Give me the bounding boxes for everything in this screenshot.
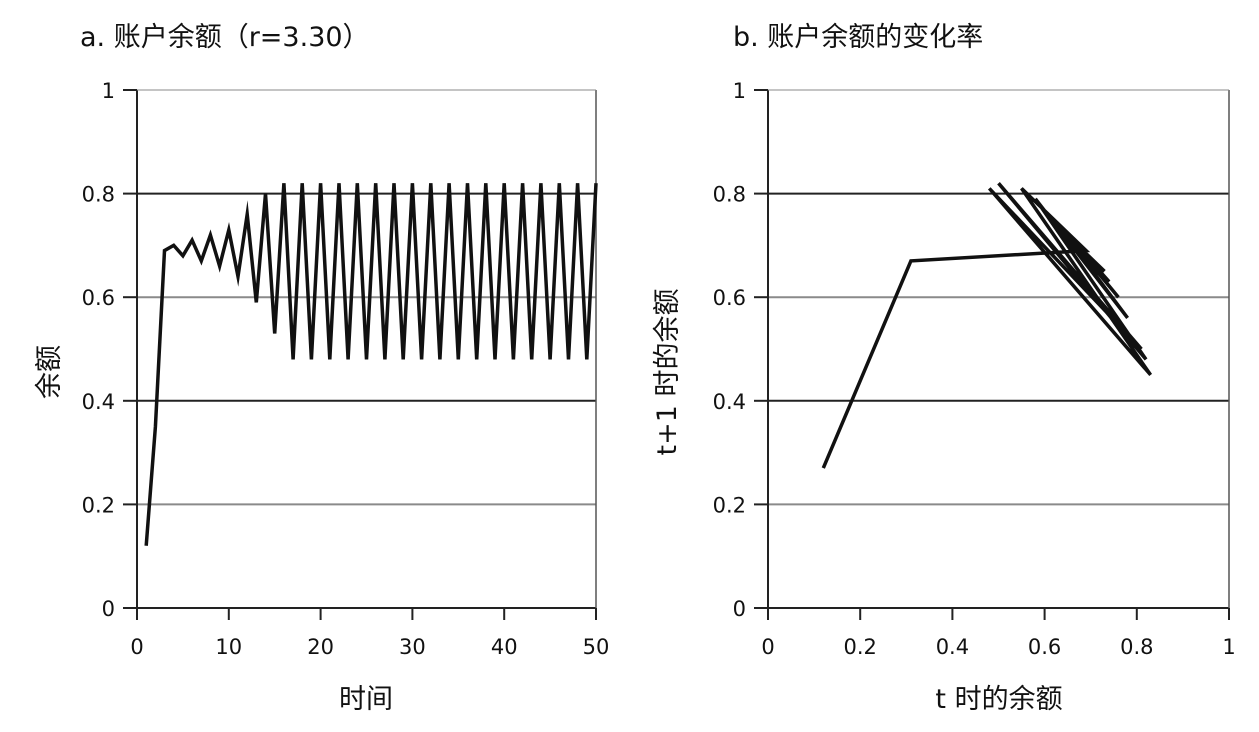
y-tick-label: 0.6	[713, 286, 746, 310]
chart-title: b. 账户余额的变化率	[733, 22, 983, 53]
x-tick-label: 10	[215, 635, 242, 659]
x-tick-label: 0.2	[843, 635, 876, 659]
y-tick-label: 0.6	[82, 286, 115, 310]
x-tick-label: 30	[399, 635, 426, 659]
y-tick-label: 0.2	[713, 493, 746, 517]
x-tick-label: 1	[1222, 635, 1235, 659]
x-axis-label: 时间	[339, 684, 393, 715]
x-tick-label: 40	[491, 635, 518, 659]
x-tick-label: 50	[583, 635, 610, 659]
grid-lines	[137, 192, 596, 506]
y-tick-label: 0.4	[82, 390, 115, 414]
chart-title: a. 账户余额（r=3.30）	[80, 22, 370, 53]
x-axis-label: t 时的余额	[935, 684, 1062, 715]
axes	[754, 89, 1230, 620]
x-tick-label: 0	[761, 635, 774, 659]
y-tick-label: 0	[733, 597, 746, 621]
grid-lines	[768, 192, 1229, 506]
y-tick-label: 0	[102, 597, 115, 621]
series-layer	[821, 182, 1153, 469]
y-tick-label: 1	[733, 79, 746, 103]
y-tick-label: 0.8	[713, 183, 746, 207]
y-tick-label: 0.2	[82, 493, 115, 517]
chart-panel-b: b. 账户余额的变化率 0 0.2 0.4 0.6 0.8 1 0 0.2 0.4 0.6 0.8 1…	[652, 22, 1236, 715]
series-line	[821, 182, 1153, 469]
tick-labels: 0 0.2 0.4 0.6 0.8 1 0 0.2 0.4 0.6 0.8 1	[713, 79, 1236, 659]
x-tick-label: 0.6	[1028, 635, 1061, 659]
x-tick-label: 20	[307, 635, 334, 659]
axes	[123, 89, 597, 620]
x-tick-label: 0.8	[1120, 635, 1153, 659]
series-line	[144, 183, 598, 546]
x-tick-label: 0.4	[936, 635, 969, 659]
tick-labels: 00.20.40.60.810 10 20 30 40 50	[82, 79, 610, 659]
y-tick-label: 0.8	[82, 183, 115, 207]
y-tick-label: 1	[102, 79, 115, 103]
chart-panel-a: a. 账户余额（r=3.30） 00.20.40.60.810 10 20 30 40 5…	[34, 22, 609, 715]
series-layer	[144, 183, 598, 546]
x-tick-label: 0	[130, 635, 143, 659]
y-tick-label: 0.4	[713, 390, 746, 414]
y-axis-label: 余额	[34, 345, 65, 399]
y-axis-label: t+1 时的余额	[652, 289, 683, 456]
